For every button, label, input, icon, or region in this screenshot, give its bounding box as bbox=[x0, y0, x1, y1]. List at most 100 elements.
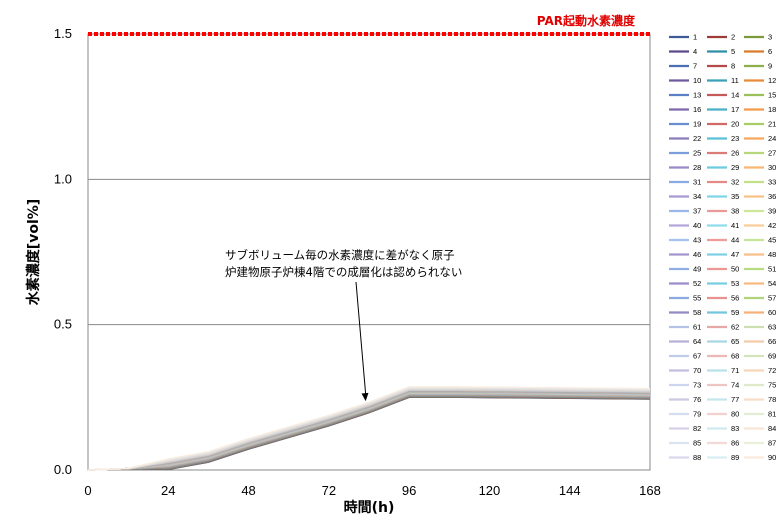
legend-label: 38 bbox=[731, 207, 739, 216]
legend-item-87: 87 bbox=[744, 439, 776, 448]
legend-label: 16 bbox=[693, 105, 701, 114]
legend-item-84: 84 bbox=[744, 424, 776, 433]
legend-label: 86 bbox=[731, 439, 739, 448]
legend-label: 37 bbox=[693, 207, 701, 216]
legend-label: 79 bbox=[693, 410, 701, 419]
legend-item-88: 88 bbox=[669, 453, 701, 462]
legend-item-57: 57 bbox=[744, 294, 776, 303]
legend-label: 44 bbox=[731, 236, 739, 245]
legend-label: 81 bbox=[768, 410, 776, 419]
legend-label: 21 bbox=[768, 120, 776, 129]
legend-item-37: 37 bbox=[669, 207, 701, 216]
legend-label: 35 bbox=[731, 192, 739, 201]
legend-label: 48 bbox=[768, 250, 776, 259]
x-tick-72: 72 bbox=[322, 483, 336, 498]
legend-item-69: 69 bbox=[744, 352, 776, 361]
legend-label: 24 bbox=[768, 134, 776, 143]
legend-label: 45 bbox=[768, 236, 776, 245]
legend-item-27: 27 bbox=[744, 149, 776, 158]
x-tick-96: 96 bbox=[402, 483, 416, 498]
legend-label: 8 bbox=[731, 62, 735, 71]
legend-item-67: 67 bbox=[669, 352, 701, 361]
legend-label: 42 bbox=[768, 221, 776, 230]
legend-label: 49 bbox=[693, 265, 701, 274]
legend-label: 57 bbox=[768, 294, 776, 303]
legend-label: 31 bbox=[693, 178, 701, 187]
legend-item-30: 30 bbox=[744, 163, 776, 172]
series-lines bbox=[87, 386, 651, 471]
legend-item-60: 60 bbox=[744, 308, 776, 317]
legend-label: 3 bbox=[768, 33, 772, 42]
legend-label: 90 bbox=[768, 453, 776, 462]
legend-item-90: 90 bbox=[744, 453, 776, 462]
legend-label: 41 bbox=[731, 221, 739, 230]
legend-item-85: 85 bbox=[669, 439, 701, 448]
legend-item-73: 73 bbox=[669, 381, 701, 390]
legend-label: 17 bbox=[731, 105, 739, 114]
legend-item-80: 80 bbox=[707, 410, 739, 419]
legend-label: 53 bbox=[731, 279, 739, 288]
legend-label: 11 bbox=[731, 76, 739, 85]
legend-item-34: 34 bbox=[669, 192, 701, 201]
legend-label: 27 bbox=[768, 149, 776, 158]
legend-label: 61 bbox=[693, 323, 701, 332]
legend-item-52: 52 bbox=[669, 279, 701, 288]
legend-label: 36 bbox=[768, 192, 776, 201]
legend-item-49: 49 bbox=[669, 265, 701, 274]
legend-item-9: 9 bbox=[744, 62, 772, 71]
legend-label: 73 bbox=[693, 381, 701, 390]
legend-label: 67 bbox=[693, 352, 701, 361]
annotation: サブボリューム毎の水素濃度に差がなく原子 炉建物原子炉棟4階での成層化は認められ… bbox=[225, 248, 462, 402]
legend-label: 7 bbox=[693, 62, 697, 71]
legend-label: 20 bbox=[731, 120, 739, 129]
legend-item-72: 72 bbox=[744, 366, 776, 375]
y-tick-0.0: 0.0 bbox=[54, 462, 72, 477]
legend-label: 47 bbox=[731, 250, 739, 259]
legend-item-47: 47 bbox=[707, 250, 739, 259]
x-tick-labels: 0 24 48 72 96 120 144 168 bbox=[84, 483, 660, 498]
legend-label: 13 bbox=[693, 91, 701, 100]
legend-label: 10 bbox=[693, 76, 701, 85]
legend-item-21: 21 bbox=[744, 120, 776, 129]
legend-item-13: 13 bbox=[669, 91, 701, 100]
legend-label: 89 bbox=[731, 453, 739, 462]
legend-item-36: 36 bbox=[744, 192, 776, 201]
legend-label: 23 bbox=[731, 134, 739, 143]
series-line-90 bbox=[87, 386, 651, 471]
legend-item-68: 68 bbox=[707, 352, 739, 361]
legend-item-64: 64 bbox=[669, 337, 701, 346]
legend-item-17: 17 bbox=[707, 105, 739, 114]
legend-item-70: 70 bbox=[669, 366, 701, 375]
legend-item-25: 25 bbox=[669, 149, 701, 158]
legend-label: 52 bbox=[693, 279, 701, 288]
legend-label: 40 bbox=[693, 221, 701, 230]
y-tick-labels: 0.0 0.5 1.0 1.5 bbox=[54, 26, 72, 477]
legend-item-23: 23 bbox=[707, 134, 739, 143]
legend-label: 80 bbox=[731, 410, 739, 419]
legend-item-71: 71 bbox=[707, 366, 739, 375]
legend-label: 33 bbox=[768, 178, 776, 187]
grid-lines bbox=[88, 178, 650, 326]
legend-item-75: 75 bbox=[744, 381, 776, 390]
legend-label: 68 bbox=[731, 352, 739, 361]
legend-item-7: 7 bbox=[669, 62, 697, 71]
legend-label: 75 bbox=[768, 381, 776, 390]
legend-label: 14 bbox=[731, 91, 739, 100]
legend-item-8: 8 bbox=[707, 62, 735, 71]
legend-label: 72 bbox=[768, 366, 776, 375]
legend-label: 62 bbox=[731, 323, 739, 332]
legend-item-24: 24 bbox=[744, 134, 776, 143]
legend-item-33: 33 bbox=[744, 178, 776, 187]
legend-item-82: 82 bbox=[669, 424, 701, 433]
legend-item-42: 42 bbox=[744, 221, 776, 230]
legend-item-35: 35 bbox=[707, 192, 739, 201]
legend-item-28: 28 bbox=[669, 163, 701, 172]
legend-item-12: 12 bbox=[744, 76, 776, 85]
legend-item-83: 83 bbox=[707, 424, 739, 433]
legend-label: 46 bbox=[693, 250, 701, 259]
legend-label: 60 bbox=[768, 308, 776, 317]
legend-label: 56 bbox=[731, 294, 739, 303]
legend-label: 88 bbox=[693, 453, 701, 462]
legend-item-45: 45 bbox=[744, 236, 776, 245]
